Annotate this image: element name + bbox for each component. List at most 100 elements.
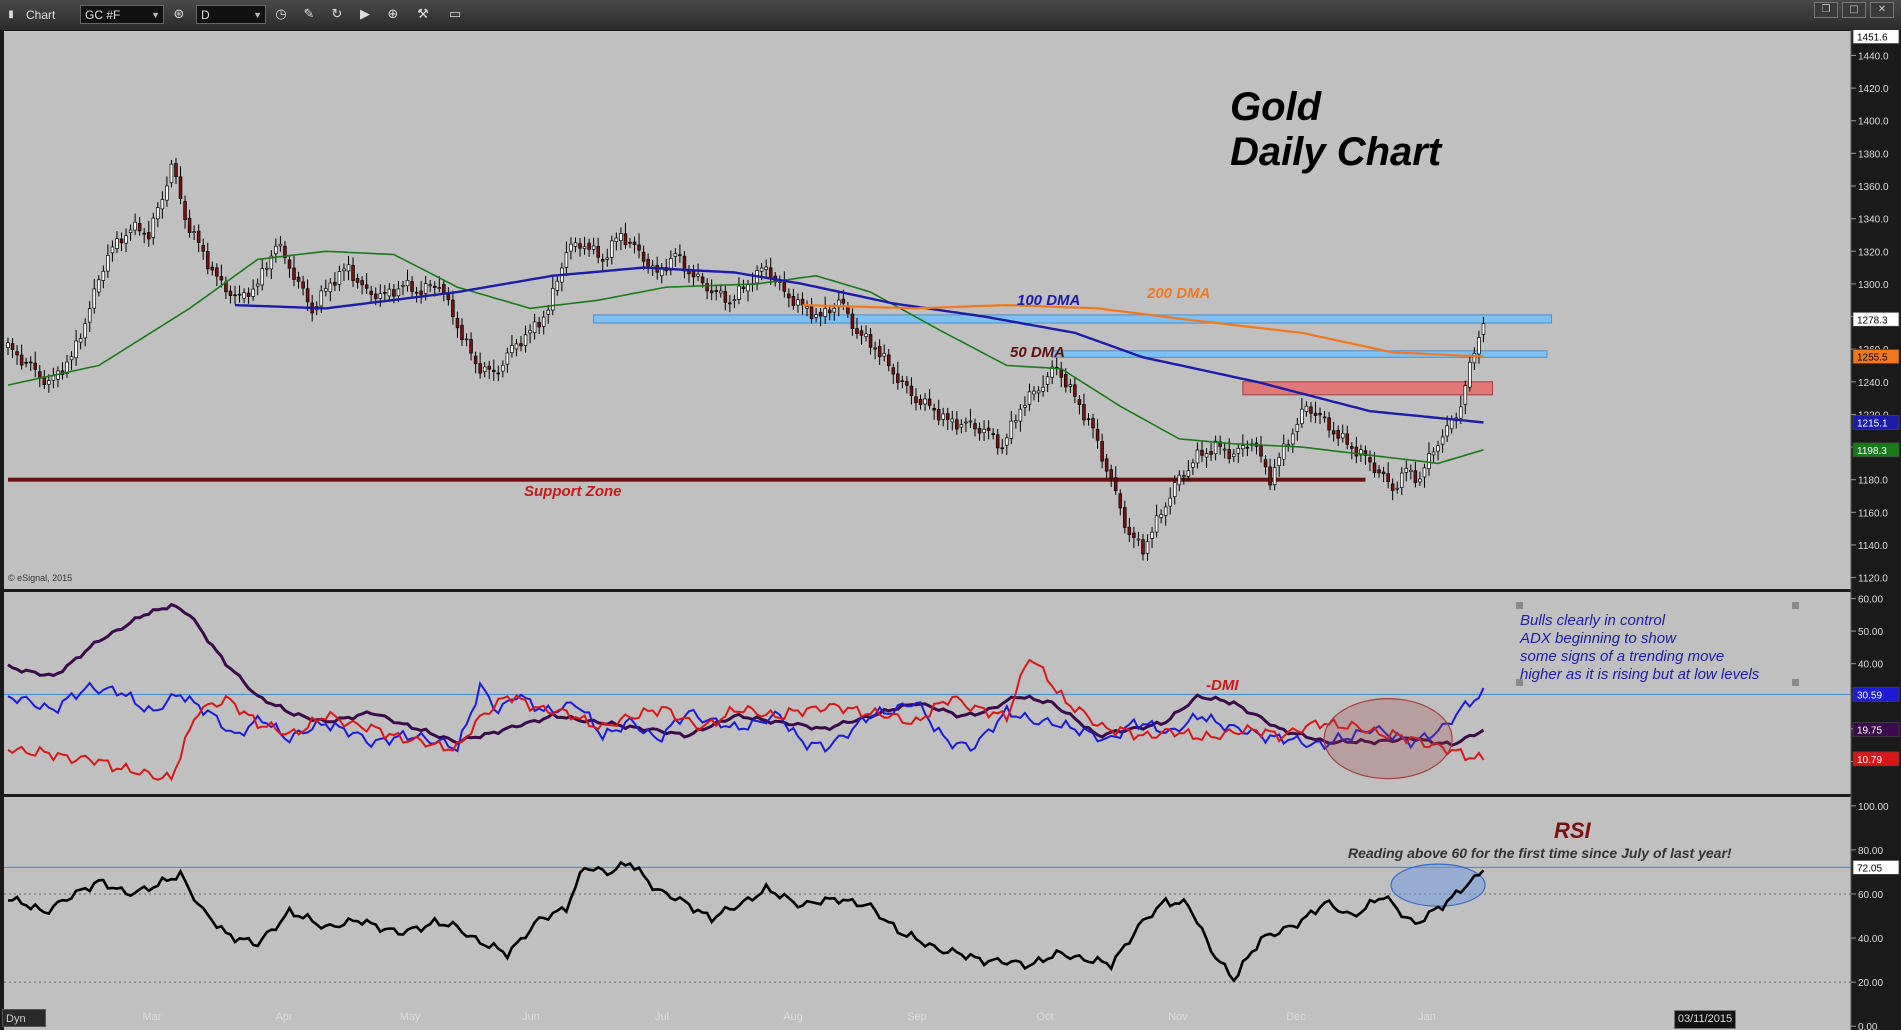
x-tick-label: May [400, 1011, 421, 1023]
candle [546, 304, 551, 324]
candle [19, 344, 24, 370]
candle [796, 293, 800, 313]
candle [215, 263, 219, 286]
candle [941, 407, 945, 427]
candle [369, 285, 373, 302]
interval-select[interactable]: D ▼ [196, 5, 266, 24]
candle [741, 279, 746, 293]
clock-icon[interactable]: ◷ [275, 7, 287, 22]
candle [1340, 424, 1345, 443]
candle [1218, 435, 1222, 455]
candle [587, 238, 591, 257]
candle [1327, 412, 1331, 438]
candle [1281, 434, 1286, 467]
candle [278, 235, 283, 252]
annotation-handle[interactable] [1792, 602, 1799, 609]
candle [219, 264, 224, 288]
candle [1177, 470, 1182, 492]
candle [1009, 410, 1014, 444]
candle [1209, 443, 1213, 461]
candle [1082, 393, 1086, 426]
svg-text:1198.3: 1198.3 [1857, 446, 1887, 457]
candle [1086, 413, 1091, 426]
symbol-input[interactable]: GC #F ▼ [80, 5, 164, 24]
annotation-handle[interactable] [1792, 679, 1799, 686]
chart-area[interactable]: Mar Apr May Jun Jul Aug Sep Oct Nov Dec Jan 1440.0 1… [0, 30, 1901, 1030]
refresh-icon[interactable]: ↻ [331, 7, 343, 22]
candle [882, 344, 886, 362]
candle [1413, 461, 1418, 488]
annotation-handle[interactable] [1516, 679, 1523, 686]
candle [573, 237, 578, 253]
candle [1141, 534, 1145, 561]
candle [610, 235, 614, 265]
candle [1368, 450, 1372, 471]
candle [292, 255, 296, 287]
candle [877, 339, 882, 366]
candle [1390, 478, 1395, 501]
candle [97, 275, 101, 297]
candle [478, 352, 482, 379]
candle [691, 264, 696, 287]
price-tick-label: 1340.0 [1858, 215, 1889, 226]
candle [886, 349, 891, 372]
annotation-handle[interactable] [1516, 602, 1523, 609]
candle [519, 335, 523, 352]
restore-window-icon[interactable]: ❐ [1814, 2, 1838, 18]
app-label: Chart [26, 8, 56, 22]
play-icon[interactable]: ▶ [360, 7, 370, 22]
candle [1023, 396, 1027, 416]
candle [896, 361, 900, 390]
candle [10, 338, 15, 359]
candle [1159, 509, 1163, 524]
maximize-window-icon[interactable]: □ [1842, 2, 1866, 18]
crosshair-icon[interactable]: ⊕ [387, 7, 399, 22]
rsi-highlight-ellipse [1390, 863, 1486, 907]
candle [1045, 372, 1050, 393]
adx-value-tag: 10.79 [1852, 751, 1900, 767]
candle [1068, 378, 1073, 393]
candle [237, 285, 242, 303]
candle [973, 418, 977, 437]
candle [1227, 438, 1231, 464]
candle [324, 279, 328, 297]
candle [355, 273, 360, 289]
candle [137, 217, 142, 236]
rsi-tick-label: 0.00 [1858, 1022, 1878, 1030]
candle [818, 307, 823, 327]
candle [600, 253, 605, 272]
candle [1241, 434, 1245, 457]
candle [106, 244, 110, 278]
x-tick-label: Apr [275, 1011, 292, 1023]
comment-icon[interactable]: ▭ [448, 7, 462, 22]
candle [1204, 448, 1209, 468]
candle [764, 259, 768, 280]
candle [1472, 347, 1477, 370]
adx-pane-background [4, 592, 1851, 794]
candle [74, 329, 78, 366]
candle [637, 233, 641, 259]
x-tick-label: Jan [1418, 1011, 1436, 1023]
candle [1186, 459, 1191, 482]
candle [1182, 470, 1186, 485]
candle [65, 354, 69, 378]
candle [964, 417, 968, 433]
candle [133, 213, 137, 236]
price-tick-label: 1400.0 [1858, 117, 1889, 128]
candle [1322, 411, 1327, 423]
candle [92, 278, 97, 314]
dynamic-scale-toggle[interactable]: Dyn [2, 1009, 46, 1027]
draw-pencil-icon[interactable]: ✎ [303, 7, 315, 22]
tools-icon[interactable]: ⚒ [417, 7, 429, 22]
candle [482, 361, 487, 378]
candle [115, 231, 119, 253]
rsi-tick-label: 60.00 [1858, 890, 1883, 901]
candle [405, 269, 410, 292]
symbol-link-icon[interactable]: ⊛ [173, 7, 185, 22]
dma200-line [802, 303, 1484, 358]
candle [1132, 526, 1136, 548]
candle [296, 271, 301, 289]
candle [528, 324, 532, 344]
candle [787, 288, 791, 308]
close-window-icon[interactable]: ✕ [1870, 2, 1894, 18]
